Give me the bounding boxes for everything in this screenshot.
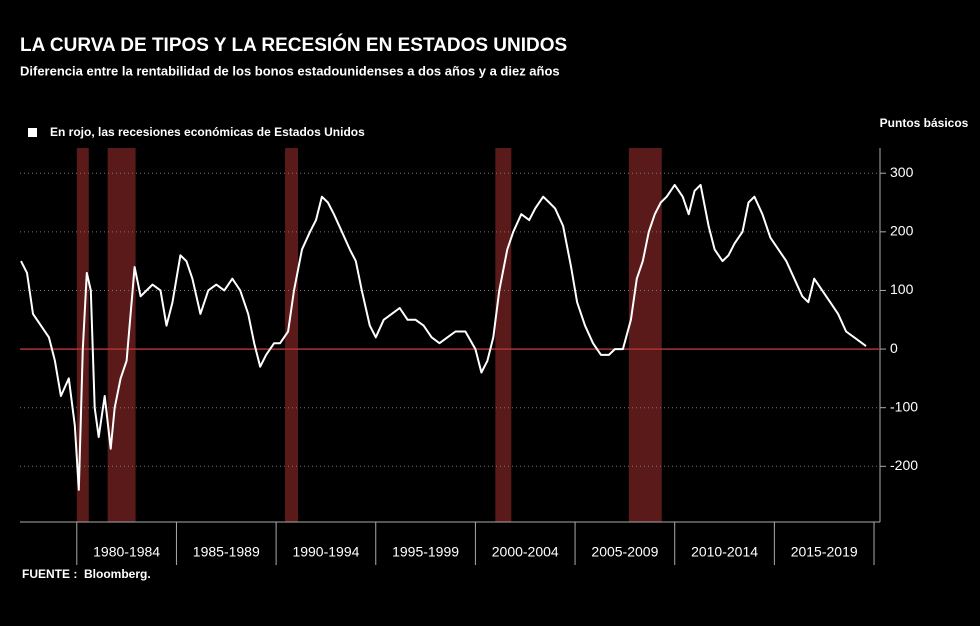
x-period-label: 1980-1984 (93, 544, 160, 560)
legend-swatch (28, 128, 37, 137)
x-period-label: 2015-2019 (791, 544, 858, 560)
y-tick-label: 100 (890, 281, 914, 297)
recession-band (495, 148, 512, 522)
x-period-label: 2000-2004 (492, 544, 559, 560)
recession-band (107, 148, 136, 522)
y-axis-label: Puntos básicos (880, 116, 969, 130)
x-period-label: 1990-1994 (292, 544, 359, 560)
y-tick-label: -200 (890, 457, 918, 473)
y-tick-label: 200 (890, 223, 914, 239)
y-tick-label: 0 (890, 340, 898, 356)
recession-band (285, 148, 299, 522)
series-line (20, 183, 867, 491)
x-period-label: 1985-1989 (193, 544, 260, 560)
chart-title: LA CURVA DE TIPOS Y LA RECESIÓN EN ESTAD… (20, 34, 567, 56)
legend-note: En rojo, las recesiones económicas de Es… (50, 125, 365, 139)
x-period-label: 2010-2014 (691, 544, 758, 560)
source: FUENTE : Bloomberg. (22, 567, 151, 581)
y-tick-label: 300 (890, 164, 914, 180)
chart-subtitle: Diferencia entre la rentabilidad de los … (20, 63, 560, 78)
x-period-label: 1995-1999 (392, 544, 459, 560)
y-tick-label: -100 (890, 398, 918, 414)
x-period-label: 2005-2009 (591, 544, 658, 560)
